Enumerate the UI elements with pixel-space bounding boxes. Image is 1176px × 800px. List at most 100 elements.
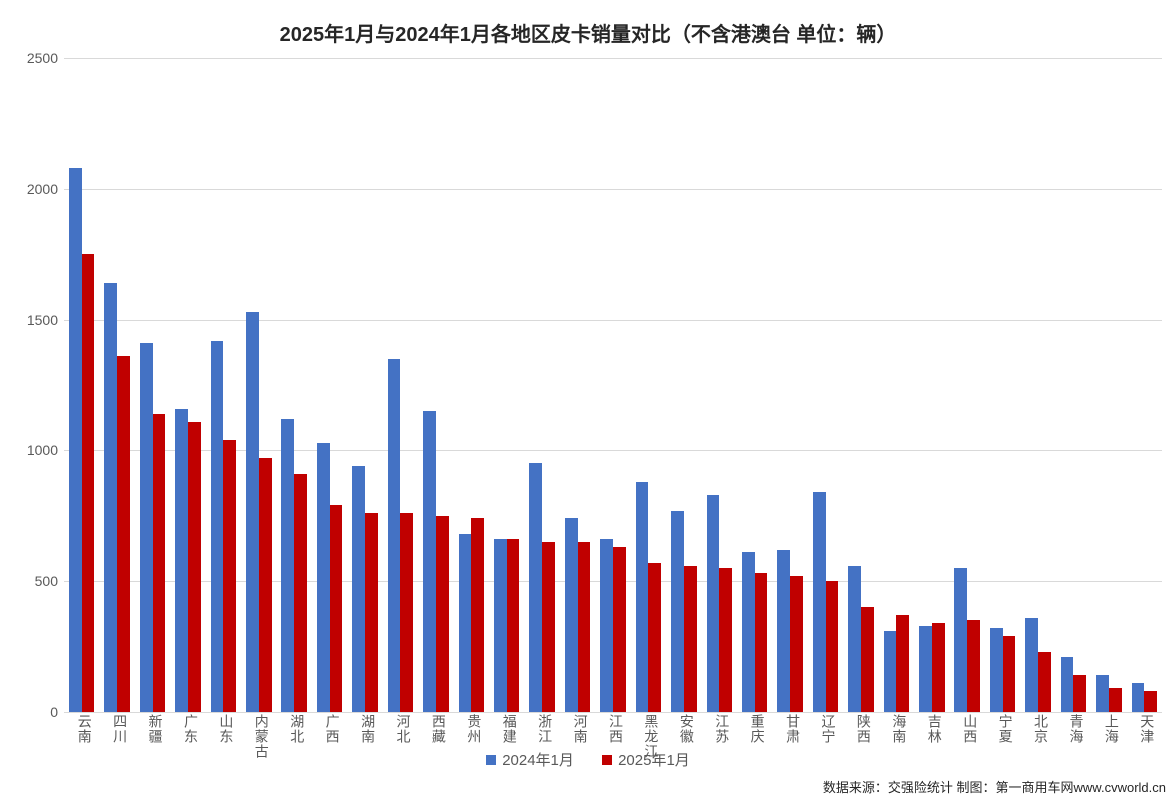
bar-2025 [82, 254, 95, 712]
chart-title: 2025年1月与2024年1月各地区皮卡销量对比（不含港澳台 单位：辆） [0, 18, 1176, 47]
x-tick-label: 安徽 [677, 714, 697, 744]
bar-2024 [813, 492, 826, 712]
bar-2024 [317, 443, 330, 712]
bar-2025 [507, 539, 520, 712]
x-tick-label: 上海 [1102, 714, 1122, 744]
bar-2025 [826, 581, 839, 712]
x-tick-label: 江苏 [712, 714, 732, 744]
x-tick-label: 云南 [75, 714, 95, 744]
x-tick-label: 浙江 [535, 714, 555, 744]
legend-item-2025: 2025年1月 [602, 749, 690, 770]
legend-label-2025: 2025年1月 [618, 749, 690, 770]
x-tick-label: 海南 [889, 714, 909, 744]
y-tick-label: 1500 [10, 312, 58, 328]
bar-2025 [1003, 636, 1016, 712]
x-tick-label: 河北 [393, 714, 413, 744]
chart-container: 2025年1月与2024年1月各地区皮卡销量对比（不含港澳台 单位：辆） 050… [0, 0, 1176, 800]
x-tick-label: 湖南 [358, 714, 378, 744]
x-tick-label: 广西 [323, 714, 343, 744]
bar-2025 [294, 474, 307, 712]
bar-2024 [1096, 675, 1109, 712]
x-tick-label: 辽宁 [819, 714, 839, 744]
y-tick-label: 2000 [10, 181, 58, 197]
x-tick-label: 宁夏 [996, 714, 1016, 744]
bar-2024 [954, 568, 967, 712]
bar-2025 [648, 563, 661, 712]
bar-2025 [719, 568, 732, 712]
x-tick-label: 山东 [216, 714, 236, 744]
bar-2025 [755, 573, 768, 712]
bar-2024 [246, 312, 259, 712]
bar-2025 [400, 513, 413, 712]
bar-2025 [153, 414, 166, 712]
bar-2024 [494, 539, 507, 712]
bar-2025 [1144, 691, 1157, 712]
bar-2025 [436, 516, 449, 712]
bar-2025 [1073, 675, 1086, 712]
legend-swatch-2024 [486, 755, 496, 765]
plot-area: 05001000150020002500 [64, 58, 1162, 712]
bar-2024 [884, 631, 897, 712]
bar-2025 [223, 440, 236, 712]
bar-2024 [919, 626, 932, 712]
bar-2024 [777, 550, 790, 712]
bar-2025 [542, 542, 555, 712]
bar-2024 [423, 411, 436, 712]
bar-2024 [1132, 683, 1145, 712]
bar-2024 [352, 466, 365, 712]
bar-2024 [211, 341, 224, 712]
bar-2025 [188, 422, 201, 712]
bar-2024 [707, 495, 720, 712]
bar-2025 [471, 518, 484, 712]
bar-2025 [578, 542, 591, 712]
bar-2024 [388, 359, 401, 712]
x-tick-label: 福建 [500, 714, 520, 744]
x-tick-label: 山西 [960, 714, 980, 744]
bar-2024 [175, 409, 188, 712]
x-tick-label: 天津 [1137, 714, 1157, 744]
x-tick-label: 陕西 [854, 714, 874, 744]
bar-2024 [636, 482, 649, 712]
bar-2025 [117, 356, 130, 712]
x-tick-label: 吉林 [925, 714, 945, 744]
y-tick-label: 1000 [10, 442, 58, 458]
bar-2025 [790, 576, 803, 712]
bar-2025 [259, 458, 272, 712]
bar-2024 [529, 463, 542, 712]
x-tick-label: 北京 [1031, 714, 1051, 744]
x-tick-label: 湖北 [287, 714, 307, 744]
x-tick-label: 新疆 [146, 714, 166, 744]
y-tick-label: 500 [10, 573, 58, 589]
bar-2025 [896, 615, 909, 712]
bar-2024 [281, 419, 294, 712]
bar-2025 [1038, 652, 1051, 712]
bar-2024 [848, 566, 861, 712]
bar-2024 [140, 343, 153, 712]
bar-2024 [565, 518, 578, 712]
source-attribution: 数据来源：交强险统计 制图：第一商用车网www.cvworld.cn [823, 777, 1166, 796]
bar-2024 [459, 534, 472, 712]
bar-2025 [1109, 688, 1122, 712]
y-tick-label: 2500 [10, 50, 58, 66]
bar-2025 [365, 513, 378, 712]
x-tick-label: 江西 [606, 714, 626, 744]
legend-item-2024: 2024年1月 [486, 749, 574, 770]
bar-2024 [104, 283, 117, 712]
x-tick-label: 重庆 [748, 714, 768, 744]
grid-line [64, 712, 1162, 713]
x-tick-label: 河南 [571, 714, 591, 744]
bar-2024 [671, 511, 684, 712]
bar-2025 [330, 505, 343, 712]
x-tick-label: 广东 [181, 714, 201, 744]
bar-2025 [967, 620, 980, 712]
bar-2025 [861, 607, 874, 712]
legend-swatch-2025 [602, 755, 612, 765]
bar-2024 [69, 168, 82, 712]
bar-2024 [990, 628, 1003, 712]
bar-2024 [742, 552, 755, 712]
legend-label-2024: 2024年1月 [502, 749, 574, 770]
bar-2025 [613, 547, 626, 712]
bar-2025 [684, 566, 697, 712]
x-tick-label: 甘肃 [783, 714, 803, 744]
bar-2025 [932, 623, 945, 712]
